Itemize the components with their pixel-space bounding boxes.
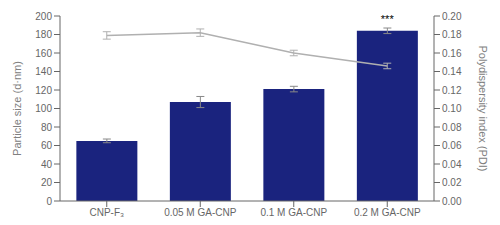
svg-text:100: 100 — [35, 103, 52, 114]
svg-text:0.08: 0.08 — [442, 122, 462, 133]
svg-text:0: 0 — [46, 196, 52, 207]
svg-text:0.18: 0.18 — [442, 29, 462, 40]
svg-text:120: 120 — [35, 85, 52, 96]
svg-text:0.1 M GA-CNP: 0.1 M GA-CNP — [260, 207, 327, 218]
svg-text:0.14: 0.14 — [442, 66, 462, 77]
svg-text:0.06: 0.06 — [442, 140, 462, 151]
svg-text:60: 60 — [41, 140, 53, 151]
svg-text:180: 180 — [35, 29, 52, 40]
svg-text:40: 40 — [41, 159, 53, 170]
svg-text:0.02: 0.02 — [442, 177, 462, 188]
svg-text:0.04: 0.04 — [442, 159, 462, 170]
svg-text:20: 20 — [41, 177, 53, 188]
svg-text:0.10: 0.10 — [442, 103, 462, 114]
svg-text:160: 160 — [35, 48, 52, 59]
svg-text:80: 80 — [41, 122, 53, 133]
svg-text:Particle size (d·nm): Particle size (d·nm) — [11, 61, 23, 156]
svg-text:200: 200 — [35, 11, 52, 22]
svg-text:0.2 M GA-CNP: 0.2 M GA-CNP — [354, 207, 421, 218]
svg-text:0.05 M GA-CNP: 0.05 M GA-CNP — [164, 207, 237, 218]
svg-text:***: *** — [381, 13, 395, 25]
svg-text:0.12: 0.12 — [442, 85, 462, 96]
svg-text:140: 140 — [35, 66, 52, 77]
svg-text:0.00: 0.00 — [442, 196, 462, 207]
svg-text:0.20: 0.20 — [442, 11, 462, 22]
svg-text:CNP-F₃: CNP-F₃ — [89, 207, 124, 218]
svg-text:0.16: 0.16 — [442, 48, 462, 59]
svg-text:Polydispersity index (PDI): Polydispersity index (PDI) — [477, 46, 489, 172]
